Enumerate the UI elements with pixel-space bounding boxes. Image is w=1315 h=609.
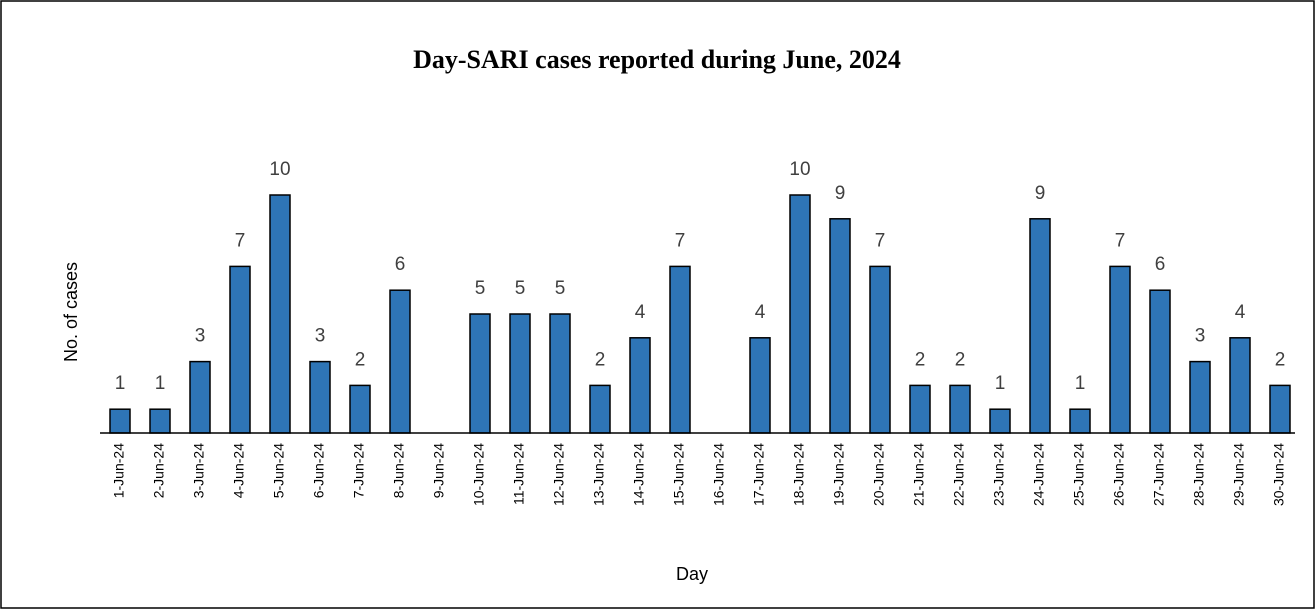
data-label: 10 — [269, 159, 290, 180]
x-tick-label: 17-Jun-24 — [751, 443, 767, 506]
x-tick-label: 30-Jun-24 — [1271, 443, 1287, 506]
x-tick-label: 23-Jun-24 — [991, 443, 1007, 506]
bar — [669, 265, 691, 434]
data-label: 3 — [195, 326, 206, 347]
x-tick-label: 14-Jun-24 — [631, 443, 647, 506]
bar — [149, 408, 171, 434]
x-tick-label: 13-Jun-24 — [591, 443, 607, 506]
data-label: 1 — [995, 373, 1006, 394]
x-tick-label: 4-Jun-24 — [231, 443, 247, 498]
x-tick-label: 28-Jun-24 — [1191, 443, 1207, 506]
data-label: 2 — [915, 349, 926, 370]
bar — [1189, 360, 1211, 434]
x-tick-label: 1-Jun-24 — [111, 443, 127, 498]
data-label: 6 — [1155, 254, 1166, 275]
x-tick-label: 2-Jun-24 — [151, 443, 167, 498]
x-tick-label: 3-Jun-24 — [191, 443, 207, 498]
bar — [509, 313, 531, 434]
bar — [869, 265, 891, 434]
x-tick-label: 27-Jun-24 — [1151, 443, 1167, 506]
x-tick-label: 29-Jun-24 — [1231, 443, 1247, 506]
data-label: 7 — [675, 230, 686, 251]
x-tick-label: 25-Jun-24 — [1071, 443, 1087, 506]
x-tick-label: 11-Jun-24 — [511, 443, 527, 505]
data-label: 5 — [475, 278, 486, 299]
y-axis-title: No. of cases — [61, 262, 81, 362]
data-label: 3 — [315, 326, 326, 347]
data-label: 7 — [235, 230, 246, 251]
data-label: 2 — [955, 349, 966, 370]
x-tick-label: 8-Jun-24 — [391, 443, 407, 498]
x-tick-label: 18-Jun-24 — [791, 443, 807, 506]
bar — [749, 337, 771, 434]
x-tick-label: 12-Jun-24 — [551, 443, 567, 506]
x-axis-title: Day — [676, 564, 708, 584]
x-tick-label: 21-Jun-24 — [911, 443, 927, 506]
bar — [309, 360, 331, 434]
bar — [789, 194, 811, 434]
data-label: 7 — [875, 230, 886, 251]
bar — [909, 384, 931, 434]
bar — [229, 265, 251, 434]
data-label: 4 — [1235, 302, 1246, 323]
bar — [1229, 337, 1251, 434]
data-label: 2 — [355, 349, 366, 370]
bar — [349, 384, 371, 434]
data-label: 1 — [1075, 373, 1086, 394]
bar — [589, 384, 611, 434]
data-label: 5 — [555, 278, 566, 299]
bar — [469, 313, 491, 434]
data-label: 2 — [595, 349, 606, 370]
bar — [549, 313, 571, 434]
x-tick-label: 9-Jun-24 — [431, 443, 447, 498]
data-label: 7 — [1115, 230, 1126, 251]
data-label: 1 — [115, 373, 126, 394]
bar — [949, 384, 971, 434]
data-label: 2 — [1275, 349, 1286, 370]
chart-title: Day-SARI cases reported during June, 202… — [413, 45, 901, 74]
x-tick-label: 5-Jun-24 — [271, 443, 287, 498]
bar — [629, 337, 651, 434]
x-tick-label: 24-Jun-24 — [1031, 443, 1047, 506]
bar — [109, 408, 131, 434]
bar — [269, 194, 291, 434]
bar — [1069, 408, 1091, 434]
x-tick-label: 7-Jun-24 — [351, 443, 367, 498]
bar — [829, 218, 851, 434]
bar — [1149, 289, 1171, 434]
bar — [389, 289, 411, 434]
data-label: 6 — [395, 254, 406, 275]
bar — [1269, 384, 1291, 434]
bar — [189, 360, 211, 434]
data-label: 3 — [1195, 326, 1206, 347]
x-tick-label: 6-Jun-24 — [311, 443, 327, 498]
data-label: 4 — [755, 302, 766, 323]
x-tick-label: 15-Jun-24 — [671, 443, 687, 506]
x-tick-label: 20-Jun-24 — [871, 443, 887, 506]
data-label: 5 — [515, 278, 526, 299]
x-tick-label: 16-Jun-24 — [711, 443, 727, 506]
data-label: 1 — [155, 373, 166, 394]
x-tick-label: 19-Jun-24 — [831, 443, 847, 506]
data-label: 4 — [635, 302, 646, 323]
bar — [1109, 265, 1131, 434]
data-label: 10 — [789, 159, 810, 180]
x-tick-label: 26-Jun-24 — [1111, 443, 1127, 506]
data-label: 9 — [835, 183, 846, 204]
bar — [1029, 218, 1051, 434]
bar — [989, 408, 1011, 434]
x-tick-label: 10-Jun-24 — [471, 443, 487, 506]
data-label: 9 — [1035, 183, 1046, 204]
x-tick-label: 22-Jun-24 — [951, 443, 967, 506]
